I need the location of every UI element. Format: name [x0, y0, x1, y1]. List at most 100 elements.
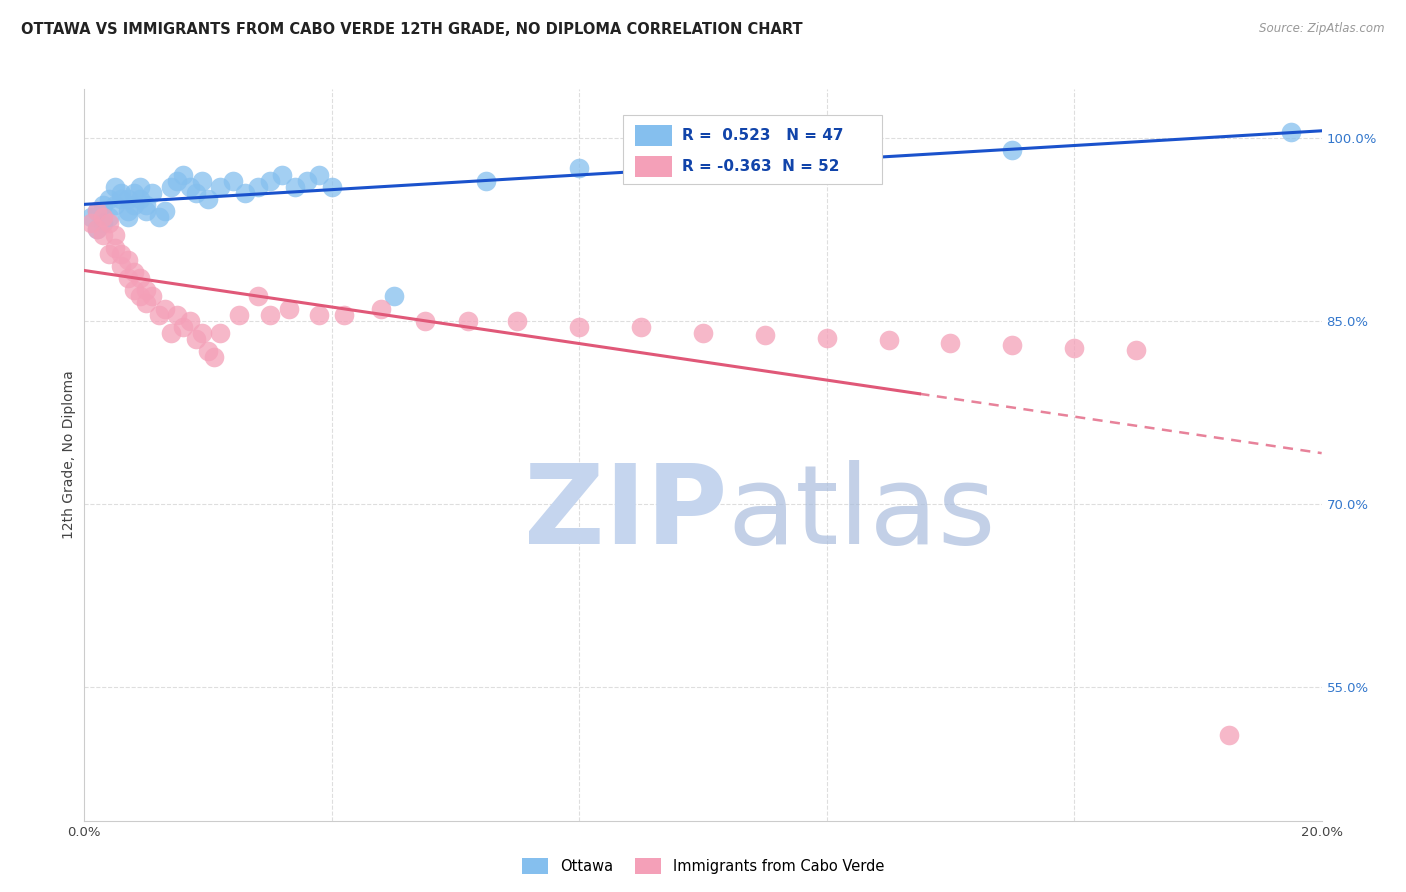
Point — [135, 284, 157, 298]
Point — [160, 179, 183, 194]
Point — [172, 320, 194, 334]
Point — [1001, 143, 1024, 157]
Point — [1218, 728, 1240, 742]
Point — [91, 211, 114, 225]
Point — [166, 308, 188, 322]
Point — [104, 241, 127, 255]
Point — [568, 161, 591, 176]
Point — [202, 351, 225, 365]
Point — [1125, 343, 1147, 357]
Point — [197, 344, 219, 359]
Point — [122, 265, 145, 279]
Point — [135, 295, 157, 310]
Point — [295, 174, 318, 188]
Point — [246, 179, 269, 194]
Point — [233, 186, 256, 200]
Text: R = -0.363  N = 52: R = -0.363 N = 52 — [682, 160, 839, 175]
Point — [184, 186, 207, 200]
Point — [284, 179, 307, 194]
Point — [91, 216, 114, 230]
Point — [754, 328, 776, 343]
Point — [506, 314, 529, 328]
Point — [382, 289, 405, 303]
Legend: Ottawa, Immigrants from Cabo Verde: Ottawa, Immigrants from Cabo Verde — [516, 852, 890, 880]
Point — [98, 211, 121, 225]
Point — [110, 186, 132, 200]
Point — [148, 211, 170, 225]
Point — [117, 192, 139, 206]
Point — [370, 301, 392, 316]
Point — [630, 320, 652, 334]
Point — [259, 174, 281, 188]
Point — [191, 174, 214, 188]
Point — [122, 284, 145, 298]
Point — [135, 198, 157, 212]
Point — [141, 289, 163, 303]
Point — [153, 301, 176, 316]
Point — [475, 174, 498, 188]
Point — [191, 326, 214, 340]
Point — [568, 320, 591, 334]
Point — [1063, 341, 1085, 355]
Point — [172, 168, 194, 182]
Point — [179, 314, 201, 328]
Point — [222, 174, 245, 188]
Point — [692, 326, 714, 340]
Point — [166, 174, 188, 188]
Point — [110, 259, 132, 273]
Point — [86, 204, 108, 219]
Point — [129, 192, 152, 206]
Point — [79, 216, 101, 230]
Point — [129, 289, 152, 303]
Point — [104, 179, 127, 194]
Point — [308, 308, 330, 322]
Point — [91, 228, 114, 243]
Point — [246, 289, 269, 303]
Point — [197, 192, 219, 206]
Point — [91, 198, 114, 212]
Text: OTTAWA VS IMMIGRANTS FROM CABO VERDE 12TH GRADE, NO DIPLOMA CORRELATION CHART: OTTAWA VS IMMIGRANTS FROM CABO VERDE 12T… — [21, 22, 803, 37]
Point — [877, 334, 900, 348]
Point — [110, 247, 132, 261]
Point — [86, 222, 108, 236]
Point — [86, 204, 108, 219]
FancyBboxPatch shape — [623, 115, 883, 185]
Point — [104, 198, 127, 212]
Point — [457, 314, 479, 328]
Point — [413, 314, 436, 328]
Point — [104, 228, 127, 243]
Point — [209, 326, 232, 340]
Point — [79, 211, 101, 225]
Point — [122, 186, 145, 200]
Point — [117, 211, 139, 225]
Point — [117, 271, 139, 285]
Point — [815, 149, 838, 163]
Point — [692, 155, 714, 169]
Point — [277, 301, 299, 316]
Point — [1001, 338, 1024, 352]
Point — [117, 204, 139, 219]
Point — [153, 204, 176, 219]
Point — [184, 332, 207, 346]
Text: Source: ZipAtlas.com: Source: ZipAtlas.com — [1260, 22, 1385, 36]
Bar — [636, 156, 672, 178]
Point — [98, 192, 121, 206]
Point — [228, 308, 250, 322]
Text: ZIP: ZIP — [524, 460, 728, 567]
Point — [117, 252, 139, 267]
Text: R =  0.523   N = 47: R = 0.523 N = 47 — [682, 128, 844, 143]
Point — [110, 192, 132, 206]
Y-axis label: 12th Grade, No Diploma: 12th Grade, No Diploma — [62, 370, 76, 540]
Point — [179, 179, 201, 194]
Point — [259, 308, 281, 322]
Point — [333, 308, 356, 322]
Point — [122, 198, 145, 212]
Point — [271, 168, 294, 182]
Point — [129, 271, 152, 285]
Point — [815, 331, 838, 345]
Point — [141, 186, 163, 200]
Point — [1279, 125, 1302, 139]
Bar — [636, 125, 672, 146]
Point — [321, 179, 343, 194]
Point — [939, 335, 962, 350]
